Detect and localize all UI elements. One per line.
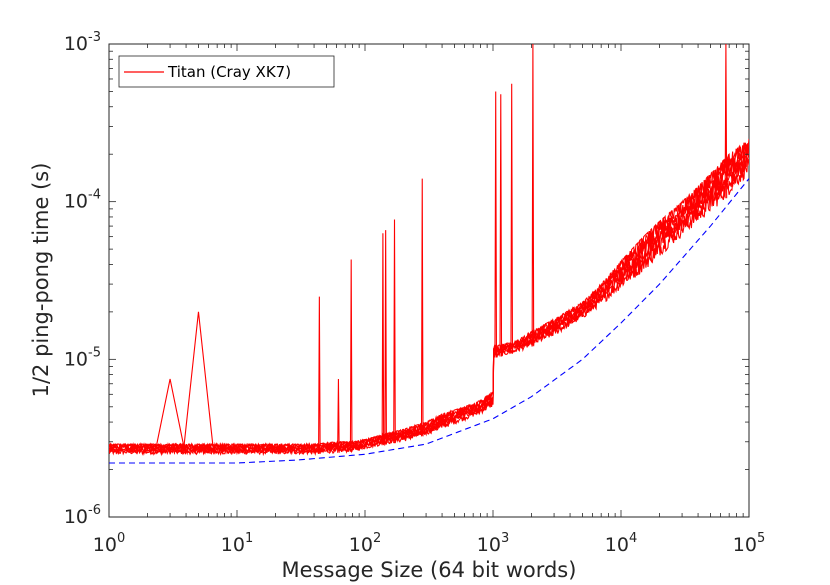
series-titan-spike (420, 178, 424, 437)
series-model-dashed (109, 178, 749, 464)
series-titan-spike (384, 230, 387, 445)
x-axis-ticks: 100 101 102 103 104 105 (93, 44, 765, 556)
legend: Titan (Cray XK7) (118, 55, 335, 88)
series-titan-spike (531, 44, 535, 347)
x-tick-label: 100 (93, 531, 125, 556)
plot-area (108, 43, 750, 518)
series-titan-spike (154, 378, 186, 455)
x-tick-label: 101 (221, 531, 253, 556)
y-tick-label: 10-6 (64, 503, 101, 528)
series-titan-spike (337, 379, 340, 453)
x-tick-label: 104 (605, 531, 637, 556)
series-titan-spike (393, 219, 396, 444)
series-titan-spike (381, 233, 385, 446)
y-axis-ticks: 10-6 10-5 10-4 10-3 (64, 30, 749, 528)
series-titan-spike (510, 83, 514, 354)
series-layer (109, 44, 749, 464)
series-titan-spike (499, 94, 503, 357)
series-titan-run (109, 138, 749, 449)
series-titan-spike (349, 259, 353, 452)
y-axis-label: 1/2 ping-pong time (s) (29, 163, 53, 398)
x-tick-label: 105 (733, 531, 765, 556)
y-tick-label: 10-4 (64, 188, 101, 213)
series-titan-spike (318, 296, 321, 454)
series-titan (109, 44, 749, 457)
x-axis-label: Message Size (64 bit words) (282, 558, 577, 582)
legend-label-titan: Titan (Cray XK7) (167, 63, 291, 81)
plot-frame (108, 43, 750, 518)
x-tick-label: 102 (349, 531, 381, 556)
y-tick-label: 10-3 (64, 30, 101, 55)
x-tick-label: 103 (477, 531, 509, 556)
series-titan-spike (724, 44, 728, 199)
series-titan-spike (182, 311, 215, 455)
series-titan-spike (494, 91, 498, 358)
y-tick-label: 10-5 (64, 345, 101, 370)
